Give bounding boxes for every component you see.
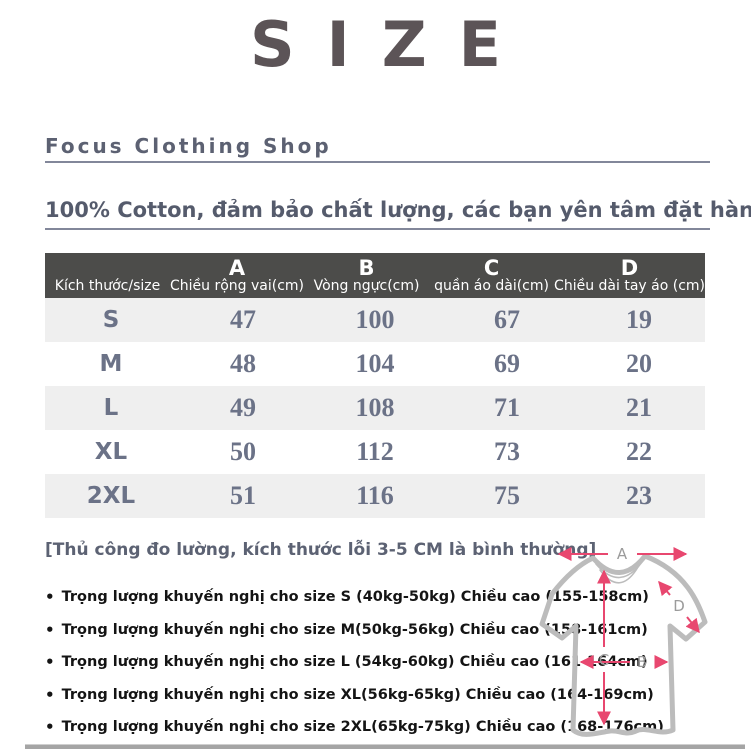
recommendation-text: Trọng lượng khuyến nghị cho size S (40kg… xyxy=(61,589,649,606)
diagram-label-b: B xyxy=(637,653,647,671)
quality-subtitle: 100% Cotton, đảm bảo chất lượng, các bạn… xyxy=(45,198,751,222)
size-recommendation-list: • Trọng lượng khuyến nghị cho size S (40… xyxy=(45,581,664,744)
shop-name: Focus Clothing Shop xyxy=(45,134,332,158)
bottom-divider xyxy=(25,744,745,749)
recommendation-text: Trọng lượng khuyến nghị cho size M(50kg-… xyxy=(61,621,648,638)
header-chest-column: B Vòng ngực(cm) xyxy=(313,256,420,295)
header-length-column: C quần áo dài(cm) xyxy=(434,256,549,295)
bullet-icon: • xyxy=(45,653,55,672)
subtitle-divider xyxy=(45,228,710,230)
table-row: L 49 108 71 21 xyxy=(45,386,705,430)
recommendation-text: Trọng lượng khuyến nghị cho size 2XL(65k… xyxy=(61,719,664,736)
list-item: • Trọng lượng khuyến nghị cho size 2XL(6… xyxy=(45,711,664,744)
tshirt-icon: A C B D xyxy=(539,545,708,737)
page-title: SIZE xyxy=(249,8,534,81)
list-item: • Trọng lượng khuyến nghị cho size M(50k… xyxy=(45,614,664,647)
recommendation-text: Trọng lượng khuyến nghị cho size L (54kg… xyxy=(61,654,648,671)
table-row: XL 50 112 73 22 xyxy=(45,430,705,474)
diagram-label-d: D xyxy=(673,597,685,615)
header-sleeve-column: D Chiều dài tay áo (cm) xyxy=(554,256,705,295)
shop-divider xyxy=(45,161,710,163)
bullet-icon: • xyxy=(45,588,55,607)
tshirt-measurement-diagram: A C B D xyxy=(538,540,748,742)
header-size-column: Kích thước/size xyxy=(54,278,161,295)
bullet-icon: • xyxy=(45,620,55,639)
table-row: M 48 104 69 20 xyxy=(45,342,705,386)
recommendation-text: Trọng lượng khuyến nghị cho size XL(56kg… xyxy=(61,686,654,703)
table-row: S 47 100 67 19 xyxy=(45,298,705,342)
bullet-icon: • xyxy=(45,685,55,704)
table-header-row: Kích thước/size A Chiều rộng vai(cm) B V… xyxy=(45,253,705,298)
size-table: Kích thước/size A Chiều rộng vai(cm) B V… xyxy=(45,253,705,518)
measurement-note: [Thủ công đo lường, kích thước lỗi 3-5 C… xyxy=(45,540,597,560)
table-body: S 47 100 67 19 M 48 104 69 20 L 49 108 7… xyxy=(45,298,705,518)
header-shoulder-column: A Chiều rộng vai(cm) xyxy=(170,256,305,295)
diagram-label-a: A xyxy=(617,545,628,563)
table-row: 2XL 51 116 75 23 xyxy=(45,474,705,518)
bullet-icon: • xyxy=(45,718,55,737)
diagram-label-c: C xyxy=(599,651,609,669)
list-item: • Trọng lượng khuyến nghị cho size L (54… xyxy=(45,646,664,679)
list-item: • Trọng lượng khuyến nghị cho size XL(56… xyxy=(45,679,664,712)
list-item: • Trọng lượng khuyến nghị cho size S (40… xyxy=(45,581,664,614)
